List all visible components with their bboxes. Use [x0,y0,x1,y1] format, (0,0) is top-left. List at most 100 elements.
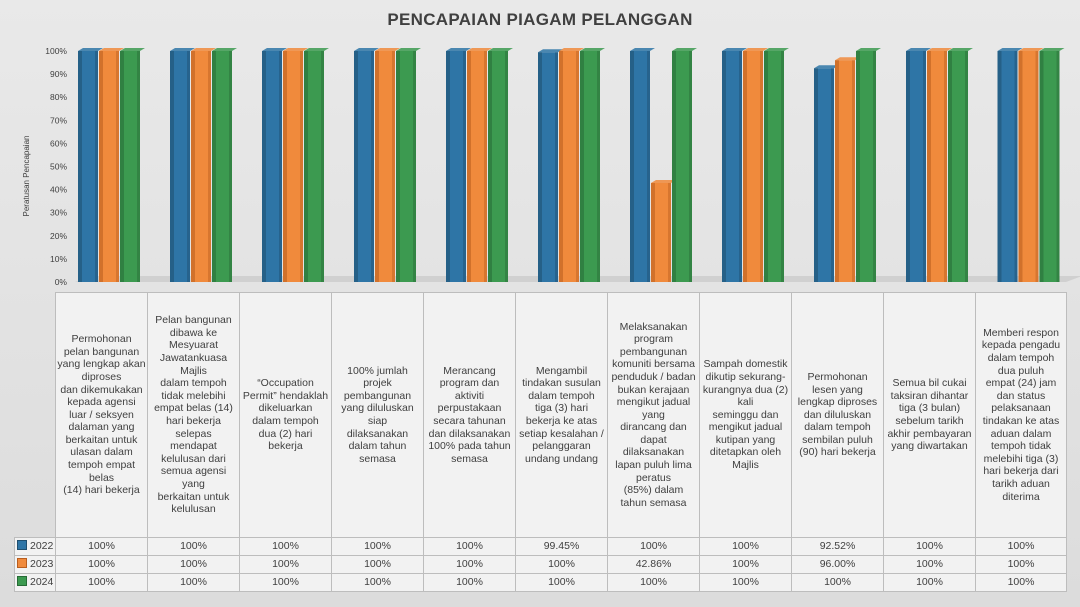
category-label-line: aduan dalam [990,427,1052,440]
category-label-line: bukan kerajaan [617,383,690,396]
category-label-line: pembangunan [343,389,412,402]
category-label-line: sebelum tarikh [895,415,964,427]
category-label-line: yang diwartakan [891,440,968,453]
category-label-line: kepada pengadu [981,339,1061,352]
y-tick-label: 60% [50,138,67,148]
data-label: 100% [423,555,516,574]
category-label-line: yang [642,408,665,421]
data-label: 92.52% [791,537,884,556]
category-label-line: ulasan dalam [70,446,133,459]
data-label: 100% [791,573,884,592]
category-label: Permohonan lesen yang lengkap diproses dan … [791,292,884,538]
bar-2024-4 [396,48,421,282]
category-label-line: Memberi respon [983,326,1059,339]
y-tick-label: 10% [50,254,67,264]
category-label-line: mendapat [170,440,217,453]
bar-2023-11 [1018,48,1044,282]
category-label-line: dan status [996,389,1046,402]
bar-2024-6 [580,48,605,282]
data-label: 100% [699,573,792,592]
category-label-line: perpustakaan [437,402,502,415]
category-label-line: secara tahunan [433,415,506,427]
category-label-line: (85%) dalam [623,484,684,497]
data-label: 100% [55,555,148,574]
bar-2023-3 [283,48,308,282]
data-label: 100% [883,573,976,592]
category-label-line: hari bekerja dari [983,465,1059,478]
category-label: 100% jumlah projek pembangunan yang dilulus… [331,292,424,538]
category-label: Semua bil cukai taksiran dihantar tiga (3 … [883,292,976,538]
category-label-line: Jawatankuasa [159,352,228,365]
category-label-line: kutipan yang [715,433,776,446]
legend-entry: 2023 [14,555,56,574]
y-tick-label: 0% [55,277,68,287]
category-label-line: (14) hari bekerja [63,484,140,497]
data-label: 100% [607,573,700,592]
category-label-line: akhir pembayaran [887,427,972,440]
category-label-line: diproses [81,370,122,383]
category-row: Permohonan pelan bangunan yang lengkap aka… [14,292,1067,538]
data-label: 100% [55,537,148,556]
bar-2022-2 [170,48,195,282]
category-label-line: dilaksanakan [622,446,685,459]
legend-swatch [17,540,27,551]
data-label: 100% [607,537,700,556]
bar-2022-1 [78,48,103,282]
data-label: 100% [699,537,792,556]
bar-2023-2 [191,48,216,282]
category-label-line: bekerja [268,440,303,453]
category-label-line: projek [363,377,392,390]
data-label: 100% [55,573,148,592]
data-label: 100% [975,573,1067,592]
category-label-line: tempoh empat [67,459,136,472]
category-label-line: lesen yang [812,383,863,396]
category-label-line: “Occupation [257,377,314,390]
category-label: Pelan bangunan dibawa ke Mesyuarat Jawatank… [147,292,240,538]
bar-2023-1 [99,48,124,282]
data-label: 99.45% [515,537,608,556]
category-label-line: dilaksanakan [346,427,409,440]
data-label: 100% [147,573,240,592]
category-label-line: mengikut jadual [708,421,783,434]
category-label-line: Melaksanakan [619,320,688,333]
series-row: 2024 100% 100% 100% 100% 100% 100% 100% 100% 100%… [14,573,1067,592]
bar-2024-5 [488,48,513,282]
category-label-line: luar / seksyen [69,408,134,421]
category-label-line: dan dilaksanakan [428,427,511,440]
bar-2023-6 [559,48,584,282]
legend-label: 2024 [30,576,54,589]
category-label-line: kelulusan dari [161,452,226,465]
category-label-line: semasa [451,452,488,465]
category-label-line: belas [88,471,115,484]
y-tick-label: 70% [50,115,67,125]
category-label-line: Sampah domestik [703,358,788,371]
category-label-line: tiga (3) hari [534,402,589,415]
category-label-line: diterima [1002,490,1040,503]
category-label-line: peratus [635,471,672,484]
category-label-line: yang [182,477,205,490]
category-label-line: berkaitan untuk [65,433,138,446]
category-label: Memberi respon kepada pengadu dalam tempoh… [975,292,1067,538]
category-label-line: (90) hari bekerja [799,446,876,459]
category-label-line: komuniti bersama [612,358,695,371]
category-label-line: undang undang [525,452,598,465]
category-label-line: dua (2) hari [258,427,313,440]
category-label-line: dikutip sekurang- [705,370,786,383]
category-label-line: kurangnya dua (2) [702,383,789,396]
category-label-line: tindakan susulan [522,377,601,390]
category-label-line: 100% pada tahun [428,440,511,453]
category-label-line: Semua bil cukai [892,377,967,390]
category-label-line: dan dikemukakan [60,383,143,396]
category-label-line: lengkap diproses [797,396,878,409]
category-label-line: 100% jumlah [347,364,408,377]
category-label-line: taksiran dihantar [890,389,969,402]
data-label: 100% [239,537,332,556]
bar-2024-11 [1039,48,1065,282]
legend-label: 2023 [30,558,54,571]
category-label-line: empat belas (14) [154,402,233,415]
bar-2023-5 [467,48,492,282]
data-label: 100% [331,573,424,592]
category-label: Merancang program dan aktiviti perpustakaan… [423,292,516,538]
bar-2024-10 [948,48,973,282]
category-label-line: Permohonan [71,333,132,346]
